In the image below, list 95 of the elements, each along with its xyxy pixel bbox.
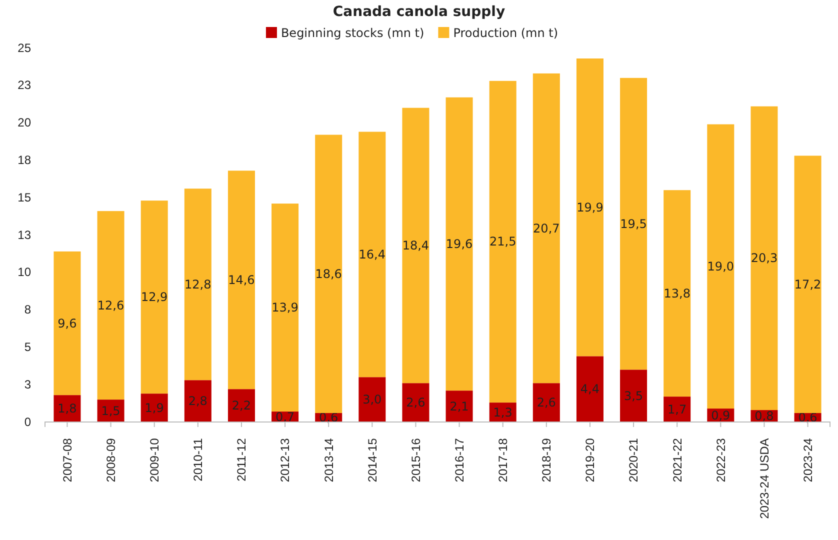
x-tick-label: 2013-14 [322,438,336,482]
data-label: 12,8 [184,277,212,292]
x-tick-label: 2023-24 [800,438,815,482]
bar [707,124,734,409]
y-tick-label: 3 [24,377,32,392]
data-label: 18,4 [402,238,430,252]
x-tick-label: 2019-20 [583,438,598,482]
bar [272,204,299,412]
data-label: 1,9 [144,400,164,415]
data-label: 0,9 [711,408,730,422]
data-label: 13,8 [664,286,690,300]
bar [228,389,255,422]
y-tick-label: 23 [18,78,32,92]
data-label: 3,0 [362,392,382,407]
bar [576,58,604,356]
data-label: 2,1 [450,399,469,414]
bar [532,383,560,422]
bar [402,108,430,384]
data-label: 1,7 [668,402,687,416]
data-label: 12,9 [140,290,168,304]
data-label: 2,8 [188,394,208,408]
bar [664,190,691,397]
bar [358,132,386,378]
bar [620,370,648,422]
x-tick-label: 2009-10 [148,438,162,482]
x-tick-label: 2007-08 [60,438,74,482]
bar [576,356,604,422]
data-label: 12,6 [97,298,124,312]
data-label: 0,7 [275,410,295,424]
data-label: 19,5 [620,216,647,231]
bar [184,188,212,380]
x-tick-label: 2010-11 [191,438,206,482]
bar [750,106,778,410]
data-label: 16,4 [358,247,386,262]
data-label: 13,9 [272,300,298,315]
y-tick-label: 5 [24,340,32,354]
bar [402,383,430,422]
x-tick-label: 2012-13 [278,438,292,482]
data-label: 2,2 [232,398,252,413]
y-tick-label: 13 [18,228,32,242]
x-tick-label: 2008-09 [104,438,118,482]
y-tick-label: 25 [18,40,32,55]
data-label: 1,8 [58,402,77,416]
bar [315,134,342,414]
x-tick-label: 2016-17 [452,438,466,482]
bar [358,377,386,422]
bar [446,97,473,391]
bar [620,78,648,370]
data-label: 0,8 [754,409,774,424]
x-tick-label: 2017-18 [496,438,510,482]
x-tick-label: 2020-21 [626,438,641,482]
y-tick-label: 0 [24,414,32,429]
chart-title: Canada canola supply [332,4,506,20]
y-tick-label: 10 [18,265,32,280]
data-label: 0,6 [798,410,818,425]
x-tick-label: 2022-23 [714,438,728,482]
x-tick-label: 2011-12 [234,438,249,482]
legend-label: Production (mn t) [453,26,558,40]
bar [794,156,822,414]
data-label: 18,6 [315,266,342,281]
y-tick-label: 15 [18,190,32,204]
bar [446,390,473,422]
data-label: 19,0 [707,259,734,274]
data-label: 2,6 [536,396,556,410]
data-label: 4,4 [580,382,600,396]
bar [184,380,212,422]
bar [532,73,560,384]
x-tick-label: 2018-19 [540,438,554,482]
legend-label: Beginning stocks (mn t) [280,26,424,40]
data-label: 14,6 [228,272,255,287]
y-tick-label: 18 [18,153,32,168]
x-tick-label: 2021-22 [670,438,684,482]
bar [140,200,168,394]
data-label: 19,6 [446,236,473,251]
x-tick-label: 2014-15 [365,438,380,482]
bar [97,211,124,400]
data-label: 21,5 [489,234,516,249]
data-label: 9,6 [58,316,77,330]
data-label: 1,5 [101,404,120,418]
bar [228,170,255,390]
bar [140,394,168,422]
bar [54,251,81,396]
data-label: 20,7 [533,221,560,236]
x-tick-label: 2015-16 [408,438,423,482]
x-tick-label: 2023-24 USDA [757,438,772,519]
data-label: 20,3 [750,251,778,266]
data-label: 19,9 [576,200,604,214]
data-label: 2,6 [406,396,426,410]
bar [489,80,516,403]
bar [664,396,691,422]
data-label: 3,5 [624,388,644,403]
data-label: 17,2 [794,277,822,292]
data-label: 1,3 [493,405,512,420]
y-tick-label: 8 [24,302,32,317]
y-tick-label: 20 [18,116,32,130]
